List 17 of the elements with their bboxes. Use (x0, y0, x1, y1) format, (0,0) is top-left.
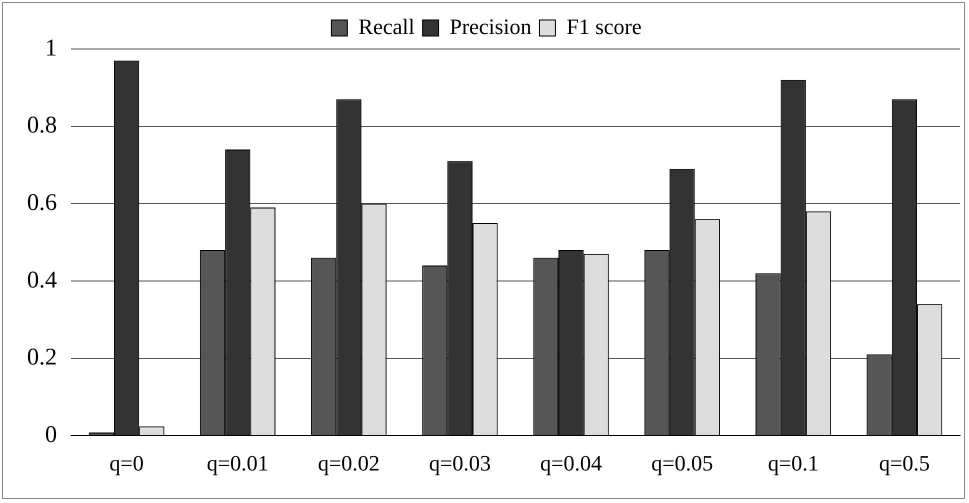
y-tick-label: 1 (45, 35, 57, 62)
x-tick-label: q=0.5 (878, 450, 930, 476)
x-tick-label: q=0 (109, 450, 144, 476)
x-tick-label: q=0.05 (651, 450, 714, 476)
x-tick-label: q=0.02 (318, 450, 380, 476)
x-tick-label: q=0.01 (206, 450, 269, 476)
x-tick-label: q=0.1 (768, 450, 819, 476)
legend-label: Recall (358, 14, 415, 39)
y-tick-label: 0.6 (27, 190, 57, 216)
y-tick-label: 0 (45, 422, 57, 448)
x-tick-label: q=0.04 (540, 450, 602, 476)
y-tick-label: 0.4 (27, 267, 57, 294)
y-tick-label: 0.2 (27, 344, 57, 371)
y-tick-label: 0.8 (27, 112, 57, 139)
legend-label: F1 score (566, 14, 642, 39)
x-tick-label: q=0.03 (428, 450, 491, 476)
legend-label: Precision (450, 14, 532, 39)
